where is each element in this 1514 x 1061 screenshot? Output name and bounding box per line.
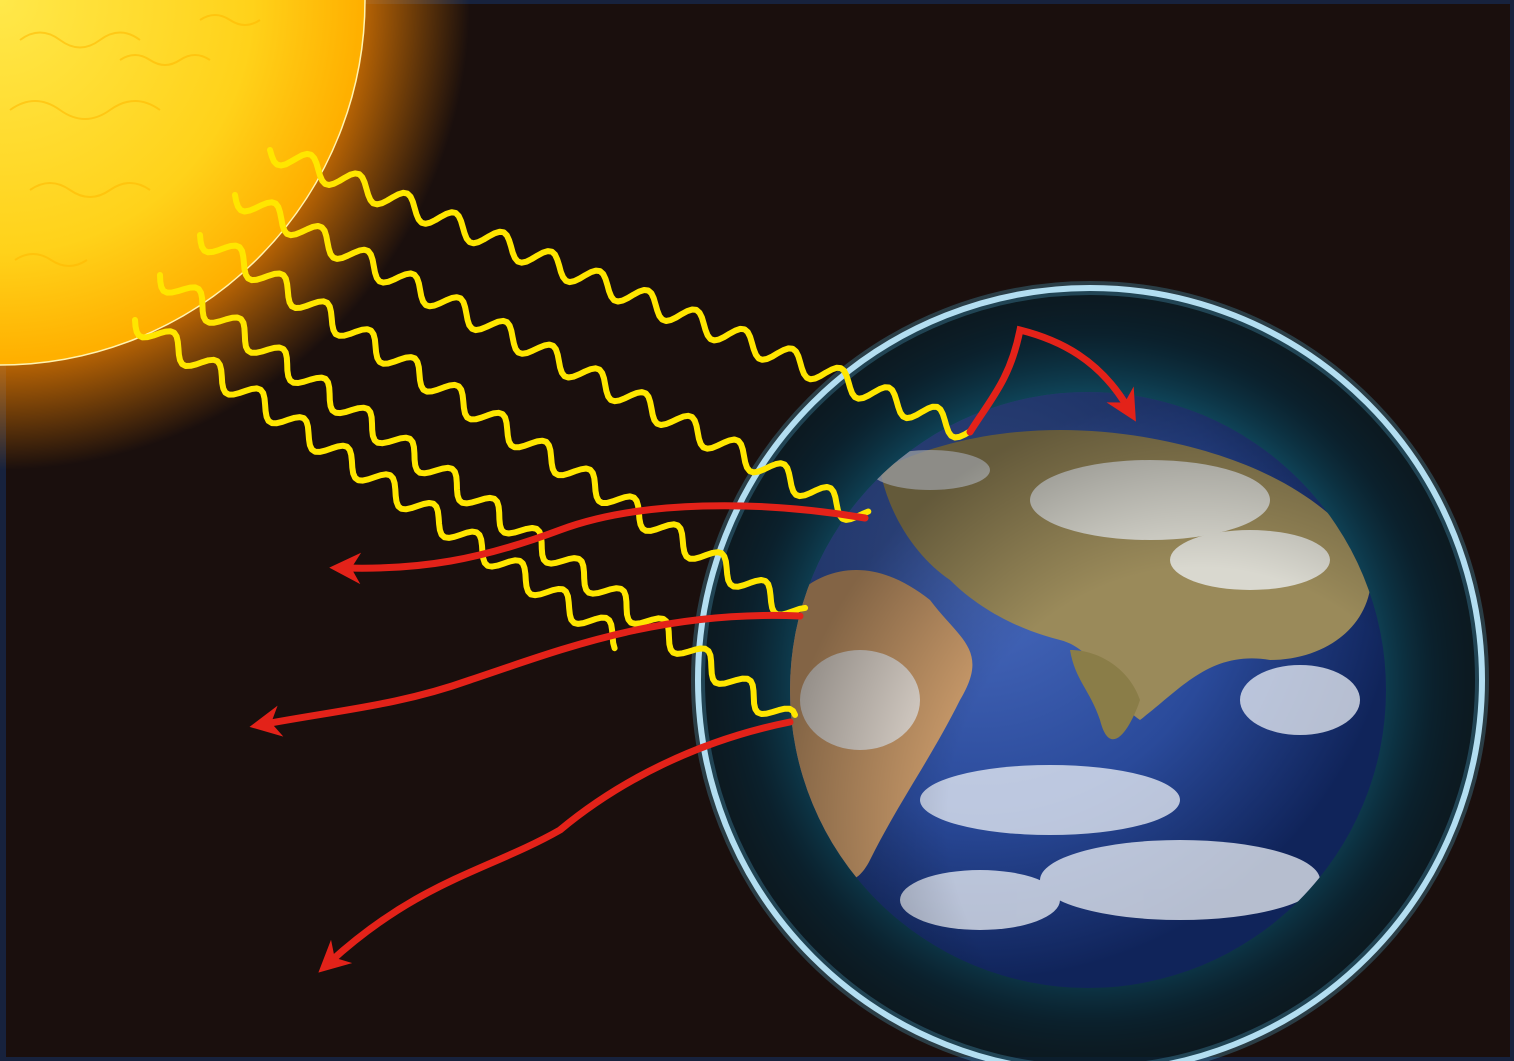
- sun-icon: [0, 0, 470, 470]
- incoming-ray-2: [232, 192, 872, 523]
- earth-globe-icon: [790, 392, 1386, 988]
- incoming-ray-4: [157, 272, 798, 718]
- incoming-solar-radiation: [132, 147, 974, 718]
- incoming-ray-1: [267, 147, 974, 441]
- outgoing-arrow-4: [318, 718, 794, 973]
- incoming-ray-5: [132, 317, 618, 652]
- sun-surface-texture: [9, 14, 261, 267]
- incoming-ray-3: [197, 232, 809, 618]
- outgoing-arrow-1: [966, 325, 1136, 436]
- outgoing-infrared-radiation: [249, 325, 1136, 973]
- outgoing-arrow-2: [329, 502, 869, 585]
- outgoing-arrow-3: [249, 611, 804, 737]
